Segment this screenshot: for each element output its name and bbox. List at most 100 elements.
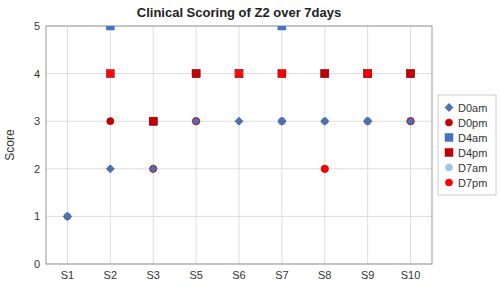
- y-tick-label: 2: [34, 163, 40, 175]
- legend-frame: [438, 95, 496, 195]
- grid-line: [367, 26, 368, 264]
- point: [192, 70, 200, 78]
- point: [321, 70, 329, 78]
- chart: 0 1 2 3 4 5 S1 S2 S3 S5 S6 S7 S8 S9 S10 Clinical Scorin…: [0, 0, 500, 290]
- grid-line: [196, 26, 197, 264]
- point: [193, 118, 200, 125]
- legend-symbol: [445, 134, 453, 142]
- point: [235, 70, 242, 77]
- point: [150, 118, 157, 125]
- y-tick-label: 3: [34, 115, 40, 127]
- point: [364, 70, 372, 78]
- point: [364, 70, 371, 77]
- point: [107, 118, 114, 125]
- point: [149, 117, 157, 125]
- grid-line: [281, 26, 282, 264]
- grid-line: [153, 26, 154, 264]
- legend-symbol: [445, 149, 453, 157]
- point: [321, 70, 329, 78]
- legend-symbol: [445, 104, 453, 112]
- point: [64, 213, 71, 220]
- point: [193, 118, 200, 125]
- legend-label: D4pm: [458, 147, 487, 159]
- marks: [63, 26, 414, 220]
- y-tick-label: 0: [34, 258, 40, 270]
- grid-line: [410, 26, 411, 264]
- grid-line: [239, 26, 240, 264]
- grid-line: [67, 26, 68, 264]
- y-axis-label: Score: [3, 129, 17, 161]
- point: [407, 117, 415, 125]
- plot-area: [46, 26, 432, 264]
- point: [149, 117, 157, 125]
- point: [192, 70, 200, 78]
- legend-label: D4am: [458, 132, 487, 144]
- x-tick-label: S9: [361, 269, 374, 281]
- legend-label: D7am: [458, 162, 487, 174]
- y-tick-label: 1: [34, 210, 40, 222]
- x-tick-label: S7: [275, 269, 288, 281]
- point: [321, 117, 329, 125]
- grid-line: [110, 26, 111, 264]
- point: [321, 118, 328, 125]
- legend: D0am D0pm D4am D4pm D7am D7pm: [438, 95, 496, 195]
- point: [364, 118, 371, 125]
- point: [106, 70, 114, 78]
- x-tick-label: S2: [104, 269, 117, 281]
- point: [278, 117, 286, 125]
- point: [407, 118, 414, 125]
- x-tick-label: S8: [318, 269, 331, 281]
- y-tick-label: 4: [34, 68, 40, 80]
- point: [278, 118, 285, 125]
- point: [407, 118, 414, 125]
- point: [364, 118, 371, 125]
- point: [278, 26, 286, 30]
- point: [235, 70, 243, 78]
- point: [235, 70, 242, 77]
- point: [106, 165, 114, 173]
- point: [193, 118, 200, 125]
- y-tick-label: 5: [34, 20, 40, 32]
- legend-symbol: [445, 179, 452, 186]
- x-tick-label: S3: [146, 269, 159, 281]
- point: [107, 70, 114, 77]
- point: [107, 70, 114, 77]
- point: [407, 70, 415, 78]
- point: [278, 118, 285, 125]
- title: Clinical Scoring of Z2 over 7days: [137, 5, 341, 20]
- point: [278, 70, 286, 78]
- point: [150, 165, 157, 172]
- point: [407, 70, 415, 78]
- legend-symbol: [445, 119, 452, 126]
- x-tick-label: S5: [189, 269, 202, 281]
- point: [63, 212, 71, 220]
- point: [106, 26, 114, 30]
- point: [278, 70, 285, 77]
- x-tick-label: S6: [232, 269, 245, 281]
- series: [106, 70, 414, 126]
- x-tick-label: S10: [401, 269, 421, 281]
- legend-label: D0pm: [458, 117, 487, 129]
- x-tick-label: S1: [61, 269, 74, 281]
- series: [63, 117, 414, 220]
- point: [364, 70, 372, 78]
- legend-label: D0am: [458, 102, 487, 114]
- point: [64, 213, 71, 220]
- series: [106, 26, 414, 125]
- point: [192, 117, 200, 125]
- plot-frame: [46, 26, 432, 264]
- point: [321, 165, 328, 172]
- grid-line: [324, 26, 325, 264]
- point: [235, 70, 242, 77]
- point: [364, 117, 372, 125]
- point: [321, 165, 328, 172]
- point: [235, 70, 243, 78]
- point: [407, 118, 414, 125]
- series: [64, 70, 414, 220]
- legend-symbol: [445, 164, 452, 171]
- point: [150, 165, 157, 172]
- legend-label: D7pm: [458, 177, 487, 189]
- point: [235, 117, 243, 125]
- point: [149, 165, 157, 173]
- grid: [46, 26, 432, 264]
